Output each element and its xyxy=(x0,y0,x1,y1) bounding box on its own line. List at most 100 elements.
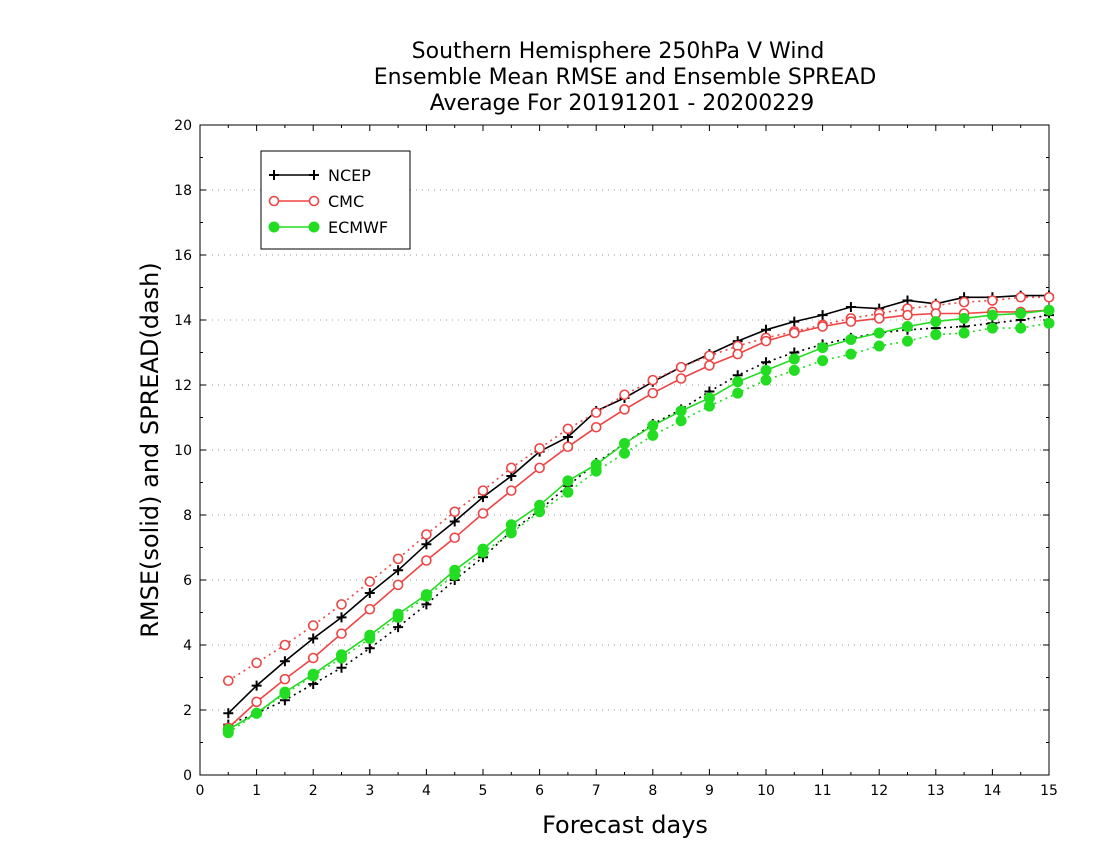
point-cmc-spread xyxy=(704,350,715,362)
y-tick-label-8: 8 xyxy=(183,508,192,524)
y-tick-label-20: 20 xyxy=(174,118,192,134)
legend-item-ncep: NCEP xyxy=(269,166,371,185)
point-ecmwf-spread xyxy=(760,374,772,386)
point-ecmwf-spread xyxy=(732,387,744,399)
y-tick-label-18: 18 xyxy=(174,183,192,199)
series-cmc xyxy=(223,291,1055,734)
point-cmc-spread xyxy=(958,296,970,308)
title-line-1: Southern Hemisphere 250hPa V Wind xyxy=(412,39,825,64)
point-cmc-spread xyxy=(619,389,630,401)
point-cmc-rmse xyxy=(873,313,885,324)
point-ecmwf-spread xyxy=(958,327,970,339)
point-cmc-rmse xyxy=(392,579,404,591)
point-ecmwf-spread xyxy=(930,329,942,341)
point-cmc-rmse xyxy=(421,555,432,566)
legend-label-ecmwf: ECMWF xyxy=(328,218,388,237)
point-ecmwf-rmse xyxy=(703,392,715,404)
point-cmc-rmse xyxy=(732,348,744,360)
y-tick-label-12: 12 xyxy=(174,378,192,394)
point-ecmwf-rmse xyxy=(930,316,942,328)
point-cmc-rmse xyxy=(562,441,574,453)
point-ecmwf-rmse xyxy=(477,543,489,555)
legend-marker-cmc xyxy=(268,195,280,207)
point-ecmwf-spread xyxy=(647,429,659,441)
point-ecmwf-spread xyxy=(788,364,800,376)
x-axis-label: Forecast days xyxy=(542,811,708,839)
point-cmc-rmse xyxy=(534,462,545,474)
legend-label-cmc: CMC xyxy=(328,192,364,211)
point-ecmwf-rmse xyxy=(534,499,546,511)
legend-marker-ncep xyxy=(309,170,319,180)
point-ecmwf-spread xyxy=(873,340,885,352)
point-cmc-spread xyxy=(562,423,574,435)
point-ecmwf-rmse xyxy=(873,327,885,339)
chart-title: Southern Hemisphere 250hPa V Wind Ensemb… xyxy=(374,39,877,116)
point-ncep-rmse xyxy=(279,656,290,667)
y-tick-label-6: 6 xyxy=(183,573,192,589)
point-cmc-spread xyxy=(1043,291,1055,303)
point-cmc-spread xyxy=(364,576,376,587)
x-tick-label-13: 13 xyxy=(927,783,945,799)
point-cmc-rmse xyxy=(590,421,602,433)
point-ecmwf-rmse xyxy=(307,668,319,680)
point-cmc-spread xyxy=(987,295,998,306)
point-ecmwf-rmse xyxy=(420,589,432,601)
point-ecmwf-rmse xyxy=(958,312,970,324)
point-ncep-spread xyxy=(364,643,375,654)
x-tick-label-1: 1 xyxy=(252,783,261,799)
point-cmc-spread xyxy=(449,506,461,518)
point-ecmwf-rmse xyxy=(1043,304,1055,316)
point-cmc-rmse xyxy=(704,360,715,371)
x-tick-label-8: 8 xyxy=(648,783,657,799)
line-ecmwf-rmse xyxy=(227,309,1050,731)
point-cmc-spread xyxy=(251,657,262,669)
point-ncep-rmse xyxy=(817,310,828,321)
x-tick-label-4: 4 xyxy=(422,783,431,799)
point-ecmwf-spread xyxy=(619,447,630,459)
legend-marker-ecmwf xyxy=(308,221,320,233)
point-ecmwf-rmse xyxy=(817,342,829,354)
series xyxy=(222,290,1055,739)
point-ecmwf-spread xyxy=(562,486,574,498)
legend-box xyxy=(260,150,411,250)
point-cmc-rmse xyxy=(760,335,772,347)
point-ncep-rmse xyxy=(421,539,432,550)
x-tick-label-7: 7 xyxy=(592,783,601,799)
point-cmc-rmse xyxy=(675,373,687,384)
x-tick-label-10: 10 xyxy=(757,783,775,799)
point-cmc-spread xyxy=(647,374,659,386)
point-ncep-rmse xyxy=(336,612,347,623)
point-cmc-rmse xyxy=(477,508,489,519)
point-cmc-rmse xyxy=(251,696,262,708)
y-tick-label-14: 14 xyxy=(174,313,192,329)
point-cmc-rmse xyxy=(817,321,828,332)
point-ncep-rmse xyxy=(845,302,856,312)
series-ncep xyxy=(223,290,1054,730)
point-cmc-spread xyxy=(392,553,404,565)
point-ecmwf-rmse xyxy=(675,405,687,417)
point-cmc-spread xyxy=(505,462,517,474)
point-ecmwf-rmse xyxy=(449,564,461,576)
point-ecmwf-rmse xyxy=(845,334,857,345)
x-tick-label-5: 5 xyxy=(479,783,488,799)
x-tick-label-6: 6 xyxy=(535,783,544,799)
point-ecmwf-spread xyxy=(845,348,857,360)
point-ncep-spread xyxy=(336,662,347,673)
title-line-3: Average For 20191201 - 20200229 xyxy=(430,91,815,116)
point-ecmwf-spread xyxy=(675,415,687,427)
line-cmc-spread xyxy=(227,296,1049,682)
point-ecmwf-rmse xyxy=(505,519,517,531)
x-tick-label-12: 12 xyxy=(870,783,888,799)
point-ncep-rmse xyxy=(251,680,262,691)
point-ecmwf-rmse xyxy=(562,475,574,487)
x-tick-label-14: 14 xyxy=(983,783,1001,799)
point-cmc-rmse xyxy=(307,652,319,664)
point-ecmwf-rmse xyxy=(1015,308,1027,319)
line-cmc-rmse xyxy=(227,309,1050,729)
point-ecmwf-spread xyxy=(902,335,913,347)
y-axis-label: RMSE(solid) and SPREAD(dash) xyxy=(136,262,164,638)
line-ncep-rmse xyxy=(227,294,1049,714)
legend-item-cmc: CMC xyxy=(268,192,364,211)
